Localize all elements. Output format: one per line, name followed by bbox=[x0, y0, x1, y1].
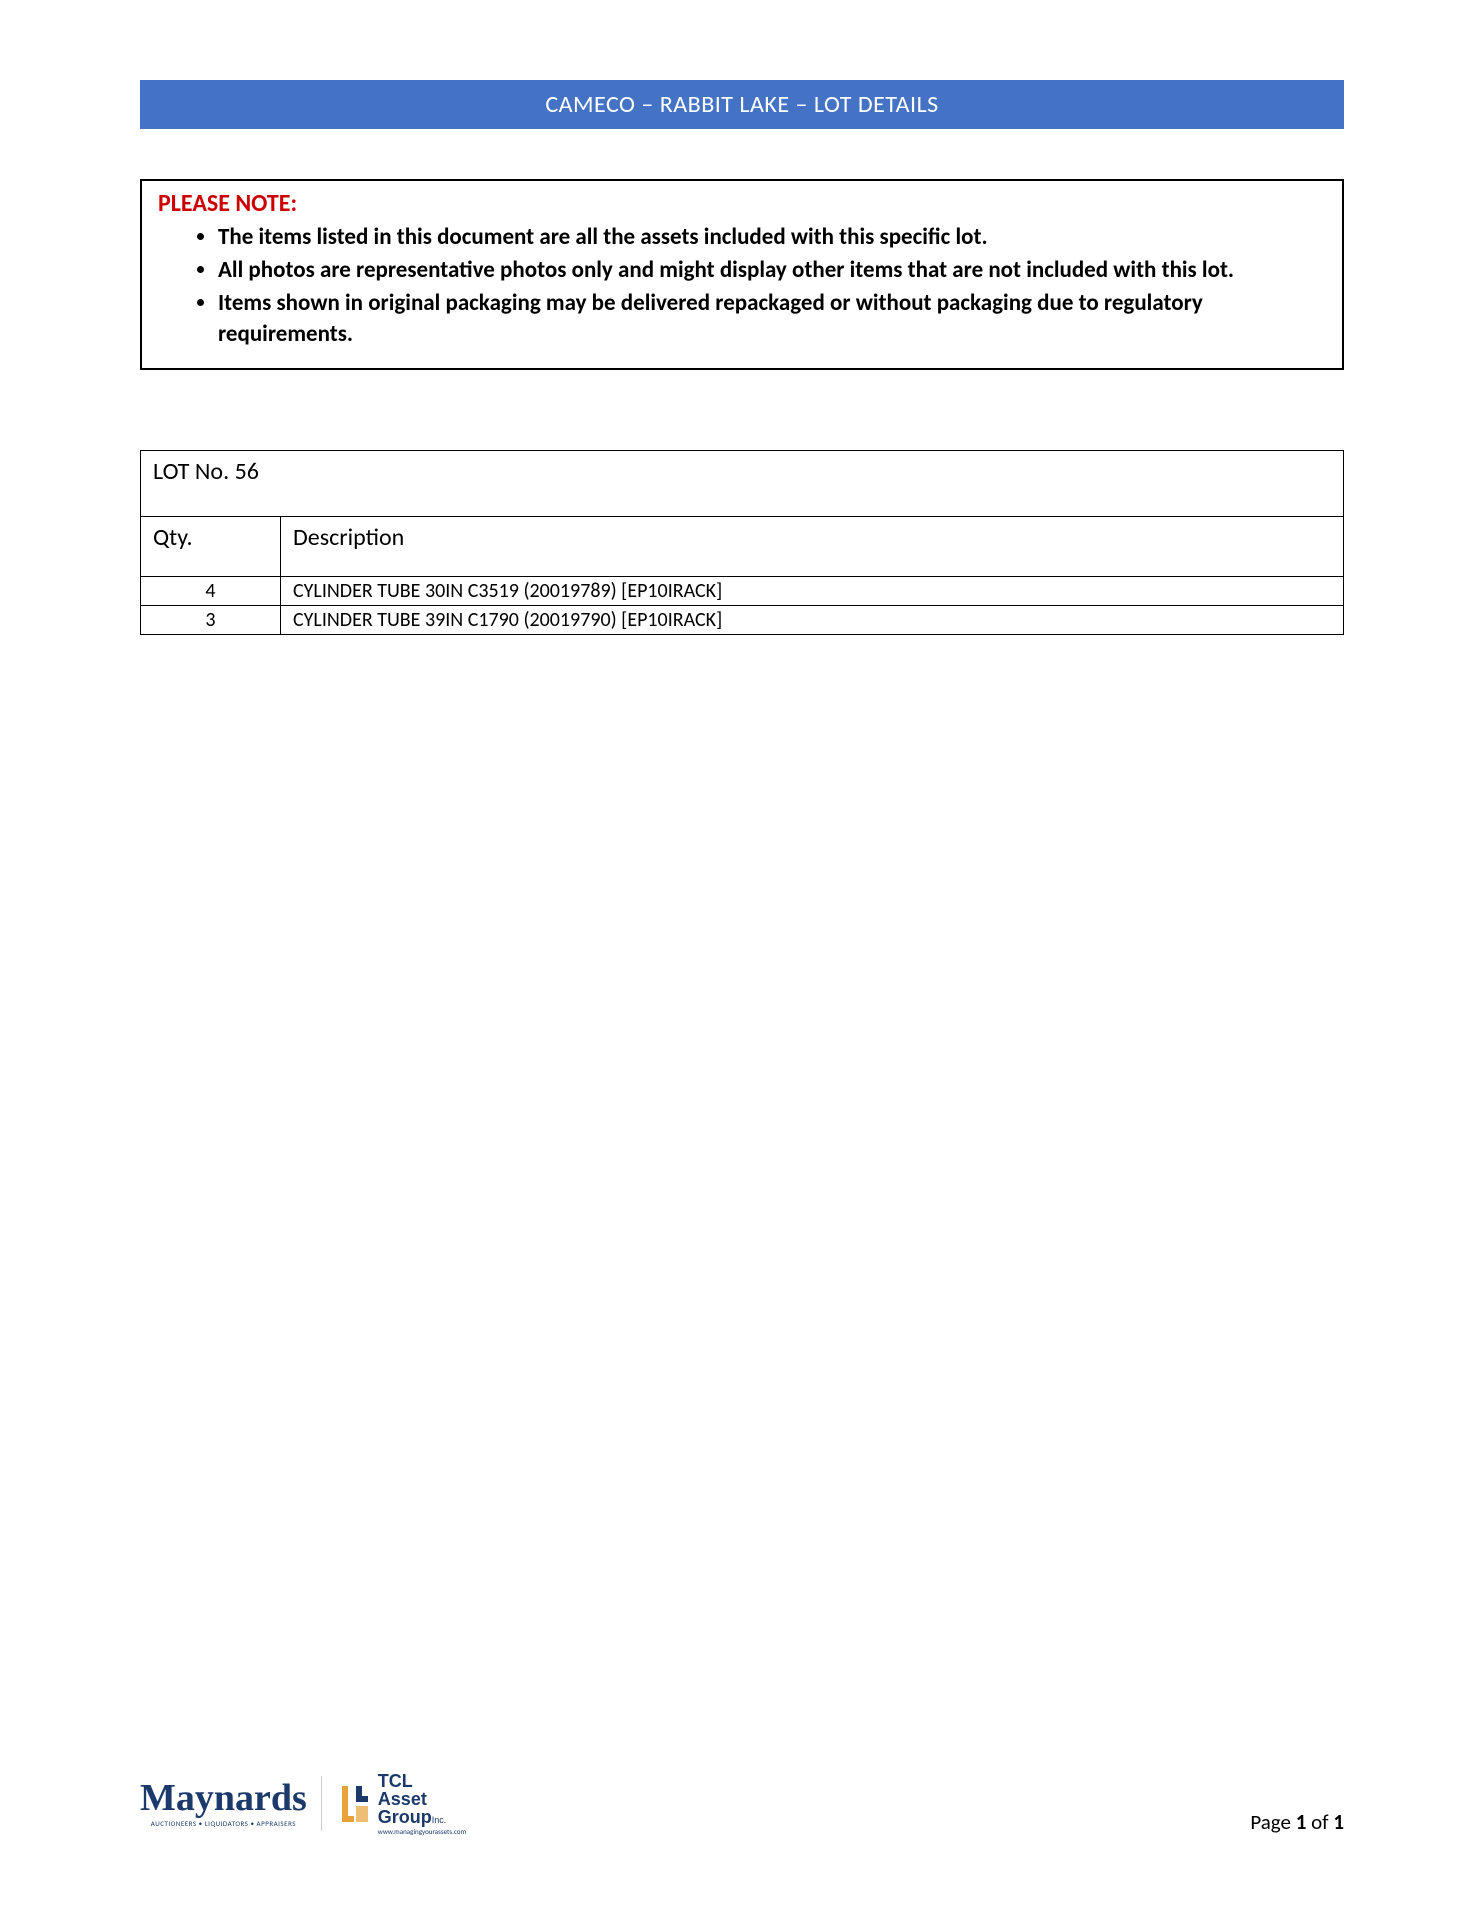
qty-cell: 3 bbox=[141, 606, 281, 635]
maynards-name: Maynards bbox=[140, 1779, 307, 1817]
logo-divider bbox=[321, 1776, 322, 1831]
tcl-icon bbox=[336, 1782, 374, 1826]
note-item: The items listed in this document are al… bbox=[218, 222, 1326, 253]
header-bar: CAMECO – RABBIT LAKE – LOT DETAILS bbox=[140, 80, 1344, 129]
tcl-line2: Asset bbox=[378, 1790, 466, 1808]
tcl-line3: GroupInc. bbox=[378, 1808, 466, 1826]
note-title: PLEASE NOTE: bbox=[158, 189, 1326, 218]
page-number: Page 1 of 1 bbox=[1250, 1809, 1344, 1835]
maynards-subtitle: AUCTIONEERS • LIQUIDATORS • APPRAISERS bbox=[151, 1819, 296, 1828]
description-cell: CYLINDER TUBE 39IN C1790 (20019790) [EP1… bbox=[281, 606, 1344, 635]
note-box: PLEASE NOTE: The items listed in this do… bbox=[140, 179, 1344, 370]
note-item: All photos are representative photos onl… bbox=[218, 255, 1326, 286]
lot-number-cell: LOT No. 56 bbox=[141, 451, 1344, 517]
table-row: 3 CYLINDER TUBE 39IN C1790 (20019790) [E… bbox=[141, 606, 1344, 635]
page-total: 1 bbox=[1333, 1809, 1344, 1835]
qty-cell: 4 bbox=[141, 577, 281, 606]
tcl-text: TCL Asset GroupInc. www.managingyourasse… bbox=[378, 1772, 466, 1835]
maynards-logo: Maynards AUCTIONEERS • LIQUIDATORS • APP… bbox=[140, 1779, 307, 1828]
description-cell: CYLINDER TUBE 30IN C3519 (20019789) [EP1… bbox=[281, 577, 1344, 606]
note-list: The items listed in this document are al… bbox=[158, 222, 1326, 350]
lot-table: LOT No. 56 Qty. Description 4 CYLINDER T… bbox=[140, 450, 1344, 635]
page-current: 1 bbox=[1296, 1809, 1307, 1835]
tcl-url: www.managingyourassets.com bbox=[378, 1828, 466, 1835]
qty-header: Qty. bbox=[141, 517, 281, 577]
page-prefix: Page bbox=[1250, 1809, 1295, 1835]
note-item: Items shown in original packaging may be… bbox=[218, 288, 1326, 350]
table-header-row: Qty. Description bbox=[141, 517, 1344, 577]
lot-number-row: LOT No. 56 bbox=[141, 451, 1344, 517]
table-row: 4 CYLINDER TUBE 30IN C3519 (20019789) [E… bbox=[141, 577, 1344, 606]
page-of: of bbox=[1306, 1809, 1333, 1835]
tcl-logo: TCL Asset GroupInc. www.managingyourasse… bbox=[336, 1772, 466, 1835]
tcl-line1: TCL bbox=[378, 1772, 466, 1790]
description-header: Description bbox=[281, 517, 1344, 577]
footer: Maynards AUCTIONEERS • LIQUIDATORS • APP… bbox=[140, 1772, 1344, 1835]
header-title: CAMECO – RABBIT LAKE – LOT DETAILS bbox=[545, 90, 938, 119]
footer-logos: Maynards AUCTIONEERS • LIQUIDATORS • APP… bbox=[140, 1772, 466, 1835]
